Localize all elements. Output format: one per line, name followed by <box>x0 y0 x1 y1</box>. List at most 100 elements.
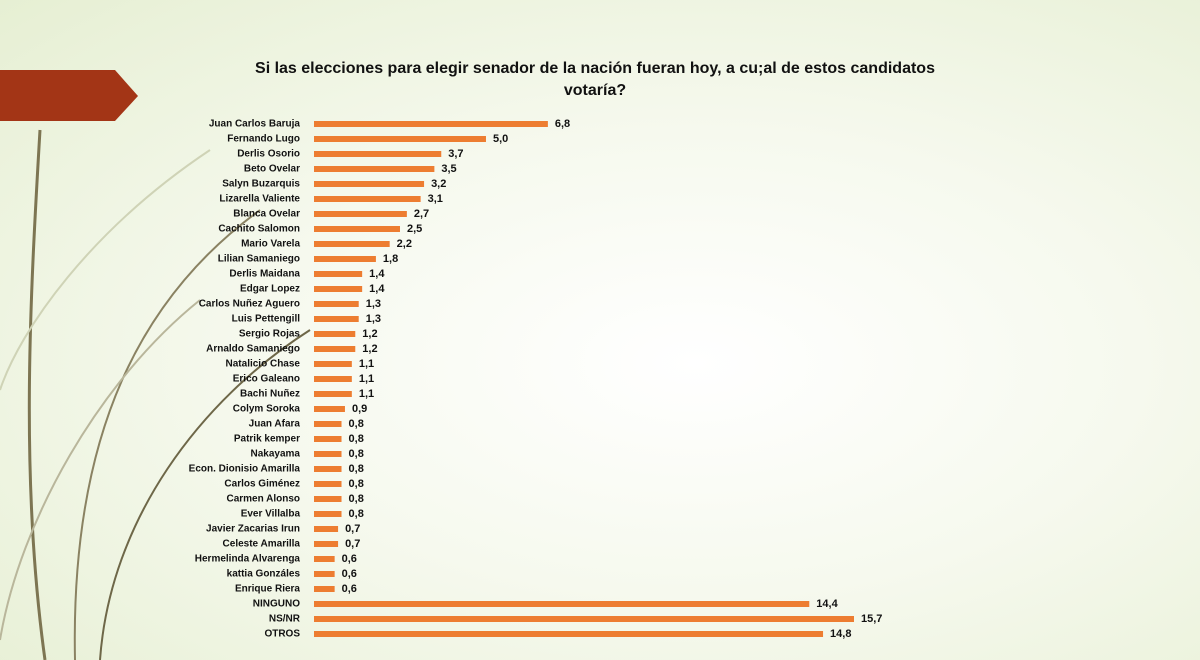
arrow-banner <box>0 70 138 121</box>
value-label: 3,1 <box>428 193 443 205</box>
category-label: Nakayama <box>251 449 301 460</box>
category-label: OTROS <box>264 629 300 640</box>
category-label: Hermelinda Alvarenga <box>195 554 301 565</box>
value-label: 3,2 <box>431 178 446 190</box>
bar <box>314 301 359 307</box>
chart-title: Si las elecciones para elegir senador de… <box>255 60 935 99</box>
bar <box>314 211 407 217</box>
value-label: 0,9 <box>352 403 367 415</box>
bar <box>314 496 342 502</box>
value-label: 0,6 <box>342 553 357 565</box>
value-label: 1,1 <box>359 388 374 400</box>
category-label: kattia Gonzáles <box>227 569 301 580</box>
bar <box>314 586 335 592</box>
category-label: Ever Villalba <box>241 509 301 520</box>
category-label: Edgar Lopez <box>240 284 300 295</box>
category-label: NS/NR <box>269 614 301 625</box>
value-label: 1,4 <box>369 283 385 295</box>
category-label: Salyn Buzarquis <box>222 179 300 190</box>
category-label: Derlis Maidana <box>229 269 300 280</box>
bar <box>314 541 339 547</box>
value-label: 1,2 <box>362 343 377 355</box>
bar <box>314 256 376 262</box>
bar <box>314 136 486 142</box>
category-label: NINGUNO <box>253 599 300 610</box>
value-label: 2,7 <box>414 208 429 220</box>
category-label: Lilian Samaniego <box>218 254 300 265</box>
bar <box>314 181 425 187</box>
value-label: 0,8 <box>349 463 364 475</box>
value-label: 1,3 <box>366 298 381 310</box>
value-label: 1,8 <box>383 253 398 265</box>
value-label: 1,4 <box>369 268 385 280</box>
curve <box>0 299 201 641</box>
value-label: 0,8 <box>349 448 364 460</box>
value-label: 3,5 <box>441 163 456 175</box>
value-label: 1,1 <box>359 373 374 385</box>
category-label: Fernando Lugo <box>227 134 300 145</box>
value-label: 0,8 <box>349 508 364 520</box>
value-label: 2,2 <box>397 238 412 250</box>
category-label: Carlos Giménez <box>224 479 300 490</box>
bar <box>314 421 342 427</box>
category-label: Blanca Ovelar <box>233 209 300 220</box>
bar <box>314 526 339 532</box>
category-label: Sergio Rojas <box>239 329 301 340</box>
bar <box>314 166 435 172</box>
category-label: Javier Zacarias Irun <box>206 524 300 535</box>
bar <box>314 361 352 367</box>
value-label: 5,0 <box>493 133 508 145</box>
category-label: Enrique Riera <box>235 584 300 595</box>
bar <box>314 316 359 322</box>
value-label: 14,4 <box>816 598 838 610</box>
bar <box>314 376 352 382</box>
bar <box>314 601 810 607</box>
category-label: Derlis Osorio <box>237 149 300 160</box>
value-label: 3,7 <box>448 148 463 160</box>
bar <box>314 271 363 277</box>
category-label: Colym Soroka <box>233 404 301 415</box>
bar <box>314 331 356 337</box>
value-label: 1,3 <box>366 313 381 325</box>
value-label: 15,7 <box>861 613 882 625</box>
category-label: Mario Varela <box>241 239 300 250</box>
category-label: Juan Carlos Baruja <box>209 119 301 130</box>
bar <box>314 511 342 517</box>
bar <box>314 241 390 247</box>
category-label: Carmen Alonso <box>226 494 300 505</box>
bar <box>314 436 342 442</box>
value-label: 0,6 <box>342 568 357 580</box>
category-label: Erico Galeano <box>233 374 300 385</box>
category-label: Lizarella Valiente <box>219 194 300 205</box>
value-label: 0,8 <box>349 433 364 445</box>
category-label: Arnaldo Samaniego <box>206 344 300 355</box>
curve <box>0 149 211 391</box>
value-label: 0,7 <box>345 538 360 550</box>
value-label: 0,8 <box>349 493 364 505</box>
value-label: 0,7 <box>345 523 360 535</box>
value-label: 0,8 <box>349 418 364 430</box>
category-label: Juan Afara <box>249 419 301 430</box>
bar <box>314 616 854 622</box>
bar <box>314 346 356 352</box>
bar <box>314 391 352 397</box>
bar <box>314 451 342 457</box>
value-label: 2,5 <box>407 223 422 235</box>
category-label: Celeste Amarilla <box>223 539 301 550</box>
value-label: 0,6 <box>342 583 357 595</box>
category-label: Luis Pettengill <box>232 314 301 325</box>
category-label: Natalicio Chase <box>226 359 301 370</box>
bar <box>314 151 442 157</box>
bar <box>314 121 548 127</box>
value-label: 6,8 <box>555 118 570 130</box>
bar <box>314 631 824 637</box>
bar <box>314 226 400 232</box>
category-label: Carlos Nuñez Aguero <box>199 299 300 310</box>
bar <box>314 481 342 487</box>
bar <box>314 466 342 472</box>
category-label: Cachito Salomon <box>218 224 300 235</box>
category-label: Econ. Dionisio Amarilla <box>189 464 301 475</box>
